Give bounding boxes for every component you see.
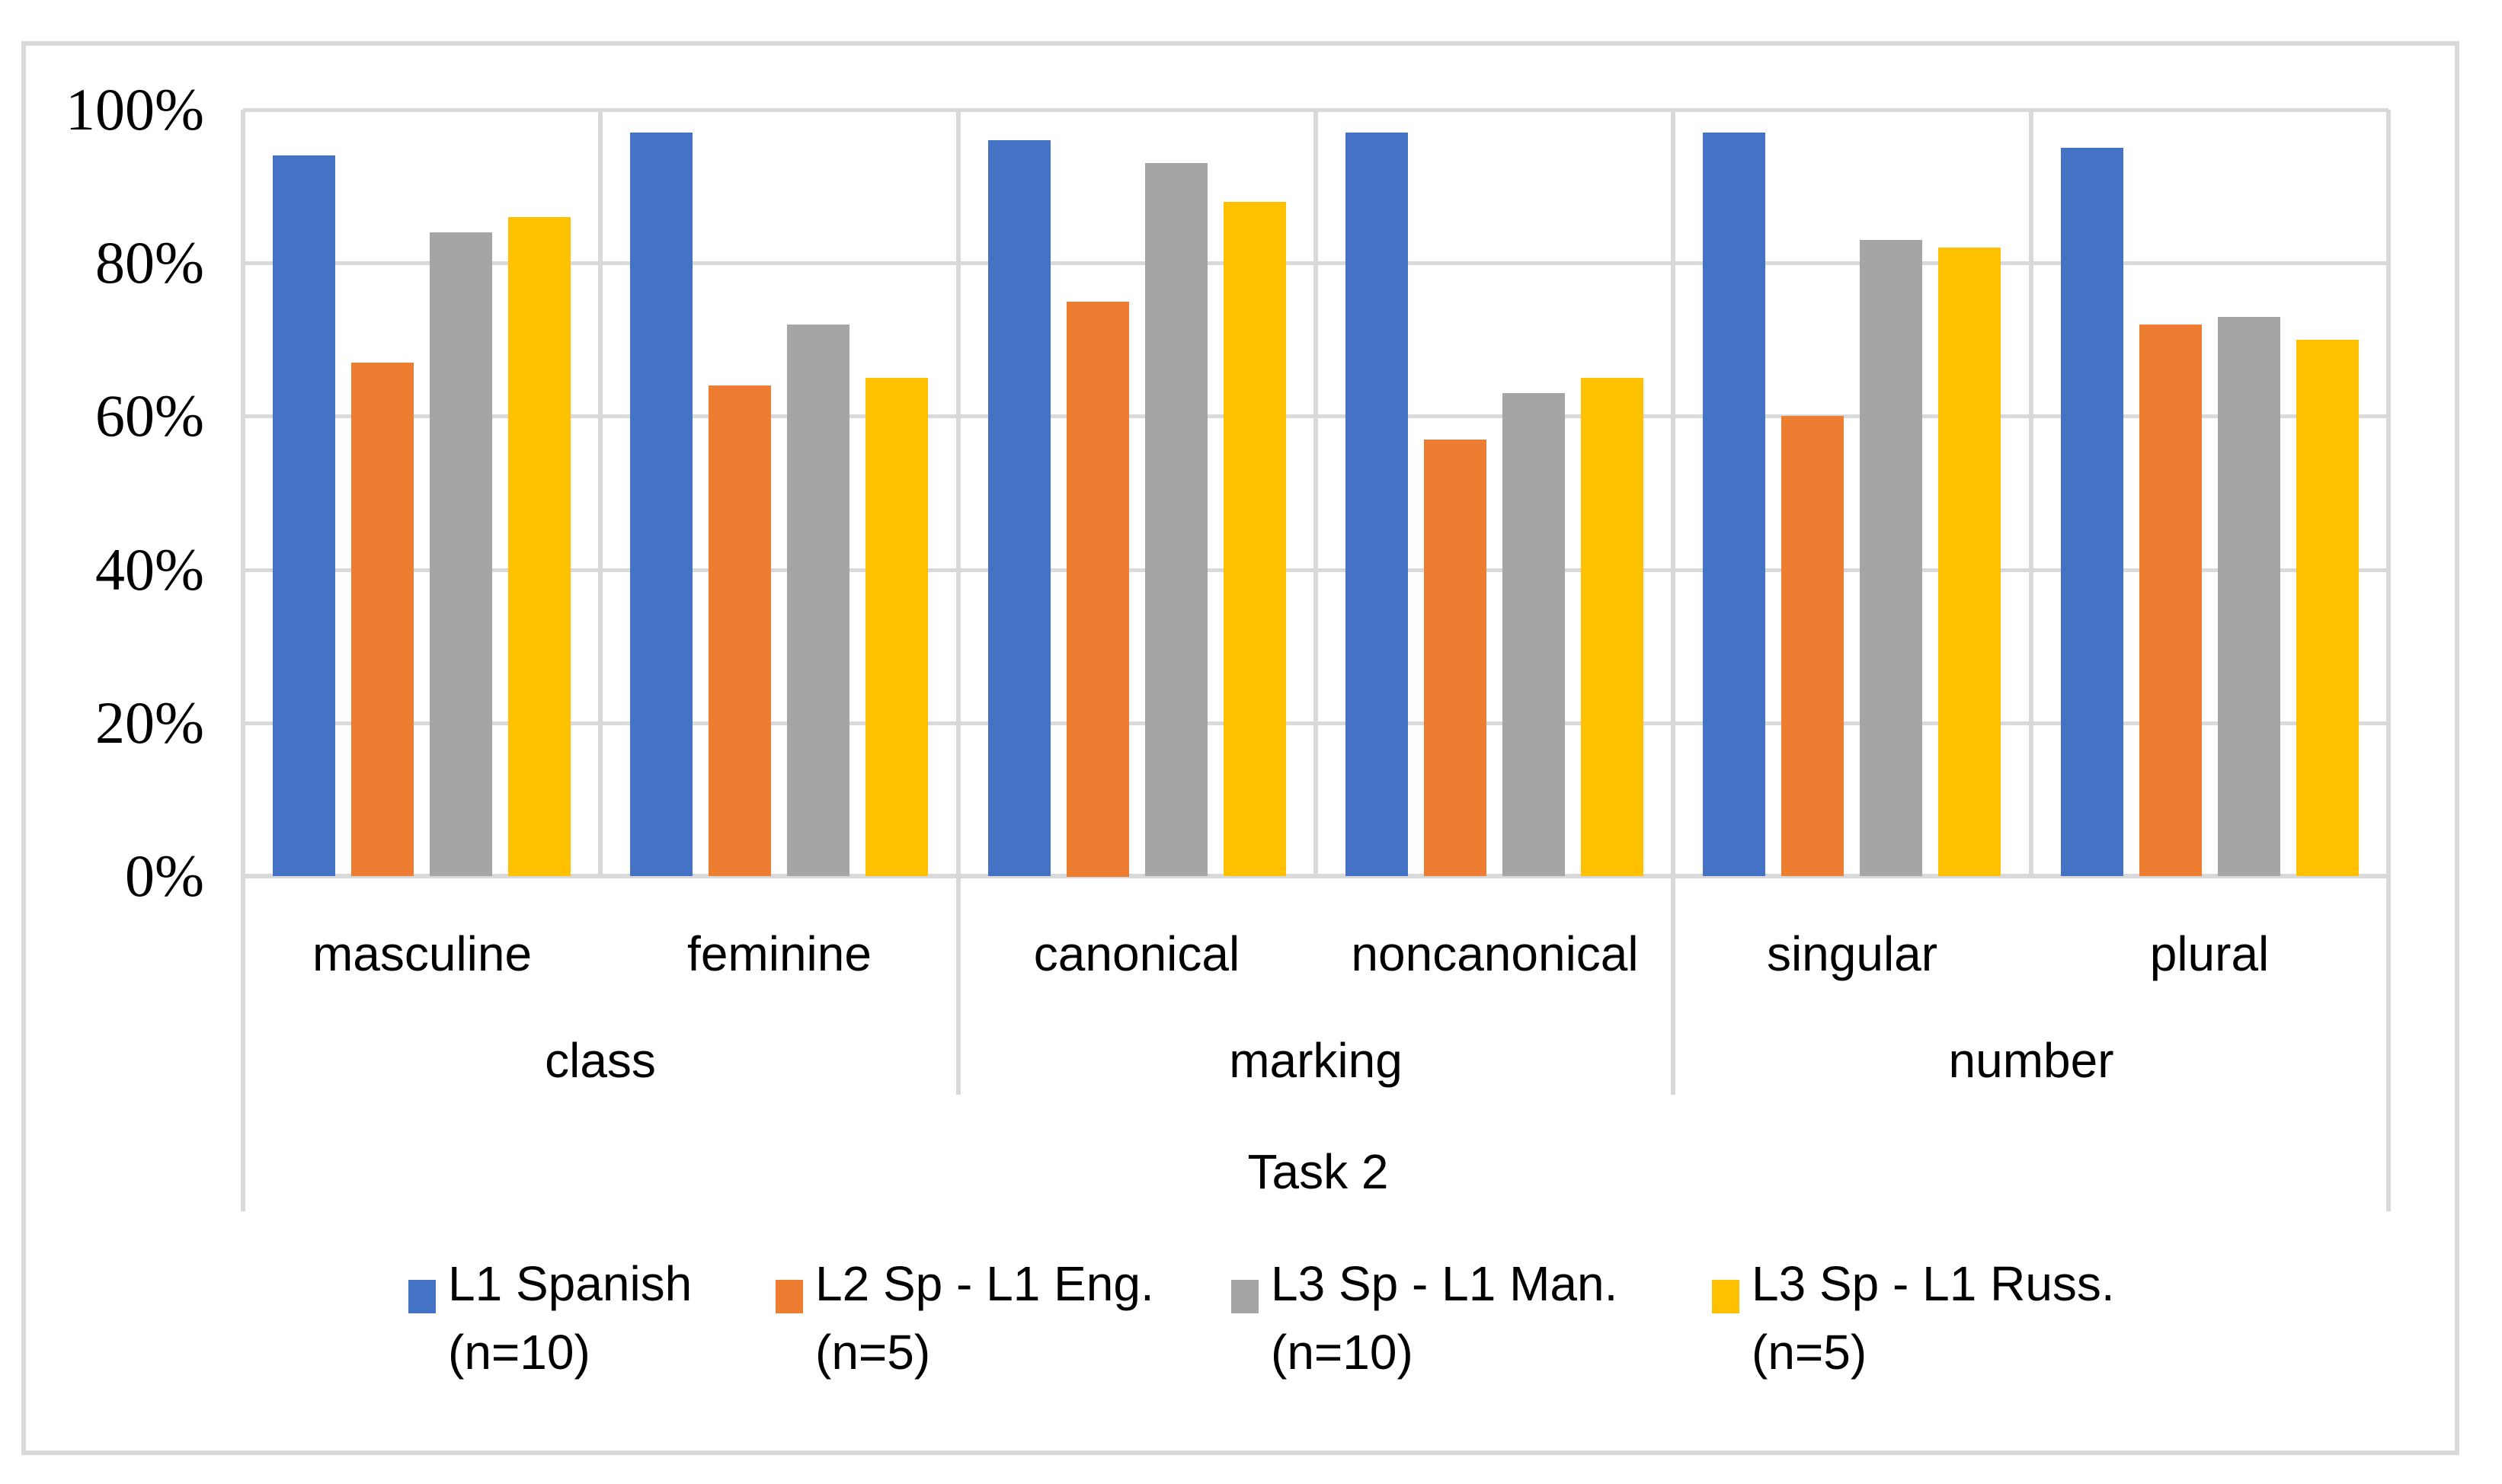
bar bbox=[1860, 240, 1922, 876]
bar bbox=[2218, 317, 2280, 876]
bar bbox=[1502, 393, 1565, 876]
bar bbox=[1224, 202, 1286, 876]
legend-text: L3 Sp - L1 Man. (n=10) bbox=[1271, 1249, 1617, 1386]
x-category-label: masculine bbox=[312, 926, 533, 981]
legend-text: L2 Sp - L1 Eng. (n=5) bbox=[815, 1249, 1154, 1386]
x-group-label: number bbox=[1948, 1033, 2114, 1088]
legend-sublabel: (n=10) bbox=[448, 1325, 590, 1380]
bar bbox=[273, 155, 335, 876]
y-tick-label: 100% bbox=[66, 76, 204, 142]
category-separator bbox=[1313, 110, 1318, 876]
y-tick-label: 20% bbox=[95, 689, 204, 756]
legend-entry: L3 Sp - L1 Man. (n=10) bbox=[1231, 1249, 1617, 1394]
bar bbox=[630, 133, 693, 876]
figure-border bbox=[21, 41, 2459, 1455]
x-category-label: plural bbox=[2149, 926, 2270, 981]
legend-label: L2 Sp - L1 Eng. bbox=[815, 1256, 1154, 1311]
bar bbox=[351, 363, 414, 876]
legend-text: L1 Spanish (n=10) bbox=[448, 1249, 692, 1386]
y-axis-line bbox=[241, 110, 245, 1211]
legend-marker bbox=[408, 1280, 436, 1313]
plot-right-border bbox=[2386, 110, 2391, 1211]
legend-label: L3 Sp - L1 Russ. bbox=[1752, 1256, 2115, 1311]
bar bbox=[2296, 340, 2359, 876]
legend-sublabel: (n=5) bbox=[1752, 1325, 1867, 1380]
bar bbox=[1781, 416, 1844, 876]
x-category-label: singular bbox=[1766, 926, 1938, 981]
x-axis-line bbox=[243, 874, 2388, 878]
category-separator bbox=[956, 110, 961, 1095]
category-separator bbox=[598, 110, 603, 876]
y-tick-label: 60% bbox=[95, 382, 204, 449]
bar bbox=[1145, 163, 1208, 876]
bar bbox=[865, 378, 928, 876]
bar bbox=[1424, 440, 1486, 876]
legend-entry: L3 Sp - L1 Russ. (n=5) bbox=[1712, 1249, 2115, 1394]
y-tick-label: 40% bbox=[95, 536, 204, 603]
legend-entry: L1 Spanish (n=10) bbox=[408, 1249, 766, 1394]
bar bbox=[430, 232, 492, 876]
legend-sublabel: (n=10) bbox=[1271, 1325, 1413, 1380]
x-group-label: class bbox=[545, 1033, 656, 1088]
bar bbox=[1703, 133, 1765, 876]
category-separator bbox=[2029, 110, 2033, 876]
legend-marker bbox=[1231, 1280, 1259, 1313]
legend-text: L3 Sp - L1 Russ. (n=5) bbox=[1752, 1249, 2115, 1386]
task-axis-label: Task 2 bbox=[1247, 1144, 1389, 1199]
bar bbox=[2139, 325, 2202, 876]
bar bbox=[1938, 248, 2001, 876]
legend-label: L3 Sp - L1 Man. bbox=[1271, 1256, 1618, 1311]
legend-marker bbox=[1712, 1280, 1739, 1313]
legend-entry: L2 Sp - L1 Eng. (n=5) bbox=[776, 1249, 1154, 1394]
bar bbox=[1345, 133, 1408, 876]
bar bbox=[709, 385, 771, 876]
bar bbox=[1581, 378, 1643, 876]
y-tick-label: 80% bbox=[95, 229, 204, 296]
x-category-label: canonical bbox=[1033, 926, 1240, 981]
x-category-label: feminine bbox=[687, 926, 872, 981]
legend-marker bbox=[776, 1280, 803, 1313]
category-separator bbox=[1671, 110, 1675, 1095]
bar bbox=[787, 325, 849, 876]
bar bbox=[1067, 302, 1129, 877]
bar bbox=[988, 140, 1051, 876]
x-group-label: marking bbox=[1229, 1033, 1403, 1088]
legend-sublabel: (n=5) bbox=[815, 1325, 931, 1380]
y-tick-label: 0% bbox=[125, 843, 204, 909]
bar bbox=[508, 217, 571, 876]
legend-label: L1 Spanish bbox=[448, 1256, 693, 1311]
x-category-label: noncanonical bbox=[1351, 926, 1639, 981]
bar bbox=[2061, 148, 2123, 876]
